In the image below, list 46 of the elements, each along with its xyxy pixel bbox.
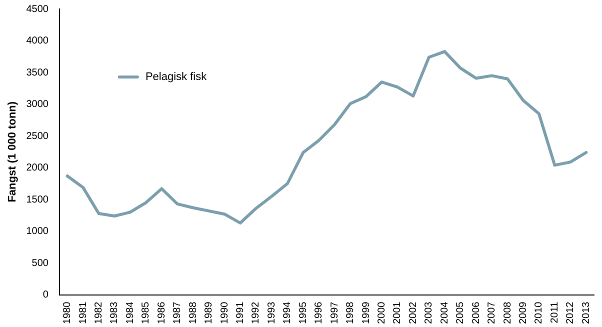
x-tick-label: 2003 bbox=[424, 301, 435, 324]
x-tick-label: 2009 bbox=[518, 301, 529, 324]
y-tick-label: 3500 bbox=[26, 67, 49, 78]
y-tick-label: 2500 bbox=[26, 130, 49, 142]
y-tick-label: 1500 bbox=[26, 194, 49, 206]
x-tick-label: 1989 bbox=[204, 301, 215, 324]
x-tick-label: 1992 bbox=[250, 301, 262, 324]
x-tick-label: 1998 bbox=[345, 301, 356, 324]
x-tick-label: 2006 bbox=[470, 301, 482, 324]
x-tick-label: 1981 bbox=[78, 301, 89, 324]
x-tick-label: 2004 bbox=[439, 301, 450, 324]
x-tick-label: 1986 bbox=[156, 301, 168, 324]
x-tick-label: 2002 bbox=[408, 301, 419, 324]
x-tick-label: 2005 bbox=[455, 301, 466, 324]
y-tick-label: 1000 bbox=[26, 226, 49, 238]
x-tick-label: 1996 bbox=[314, 301, 325, 324]
x-tick-label: 1987 bbox=[172, 301, 184, 324]
x-tick-label: 1980 bbox=[62, 301, 74, 324]
x-tick-label: 1988 bbox=[188, 301, 199, 324]
x-tick-label: 1995 bbox=[298, 301, 309, 324]
x-tick-label: 1997 bbox=[329, 301, 340, 324]
legend-label: Pelagisk fisk bbox=[145, 71, 208, 84]
x-tick-label: 2001 bbox=[392, 301, 404, 324]
y-tick-label: 2000 bbox=[26, 162, 49, 174]
x-tick-label: 1994 bbox=[282, 301, 294, 324]
y-tick-label: 4000 bbox=[26, 36, 49, 46]
x-tick-label: 2007 bbox=[486, 301, 498, 324]
x-tick-label: 1983 bbox=[109, 301, 120, 324]
y-tick-label: 0 bbox=[42, 290, 49, 301]
x-tick-label: 1991 bbox=[235, 301, 246, 324]
x-tick-label: 2011 bbox=[549, 301, 560, 324]
x-tick-label: 1984 bbox=[124, 301, 136, 324]
x-tick-label: 1982 bbox=[94, 301, 104, 324]
x-tick-label: 2013 bbox=[580, 301, 592, 324]
x-tick-label: 1993 bbox=[266, 301, 278, 324]
x-tick-label: 2008 bbox=[502, 301, 514, 324]
y-tick-label: 4500 bbox=[26, 4, 49, 15]
x-tick-label: 1985 bbox=[140, 301, 152, 324]
x-tick-label: 1990 bbox=[219, 301, 230, 324]
x-tick-label: 1999 bbox=[360, 301, 372, 324]
y-tick-label: 500 bbox=[32, 258, 49, 269]
x-tick-label: 2000 bbox=[376, 301, 388, 324]
x-tick-label: 2010 bbox=[534, 301, 545, 324]
y-tick-label: 3000 bbox=[26, 99, 49, 110]
y-axis-title: Fangst (1 000 tonn) bbox=[6, 101, 19, 202]
x-tick-label: 2012 bbox=[565, 301, 576, 324]
